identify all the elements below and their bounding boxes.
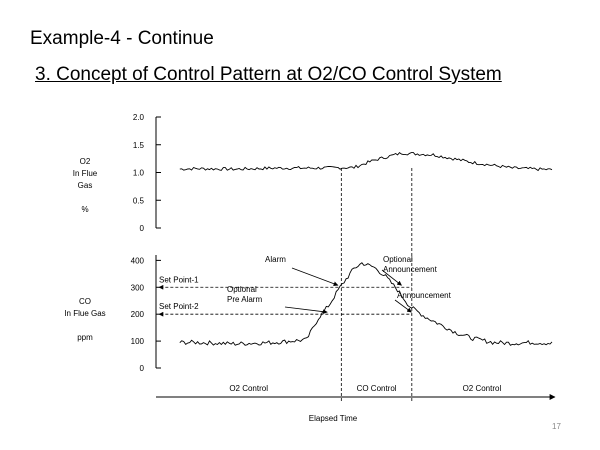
annotation-label-4: Announcement (397, 291, 452, 300)
slide-header: Example-4 - Continue (30, 28, 214, 49)
x-axis-label: Elapsed Time (309, 414, 358, 423)
co-y-tick-label: 400 (131, 256, 145, 265)
annotation-arrow-4 (394, 299, 412, 313)
control-segment-label-3: O2 Control (463, 384, 502, 393)
o2-y-tick-label: 1.5 (133, 141, 145, 150)
o2-y-tick-label: 1.0 (133, 169, 145, 178)
page-number: 17 (552, 422, 561, 431)
co-y-axis-label: CO In Flue Gas ppm (64, 297, 105, 342)
co-y-tick-label: 0 (140, 364, 145, 373)
co-y-tick-label: 100 (131, 337, 145, 346)
co-y-tick-label: 200 (131, 310, 145, 319)
setpoint-label-2: Set Point-2 (159, 302, 199, 311)
annotation-arrow-1 (291, 267, 339, 287)
o2-series-line (179, 151, 553, 172)
annotation-arrow-3 (381, 269, 402, 286)
annotation-label-2: Optional Pre Alarm (227, 285, 262, 304)
setpoint-label-1: Set Point-1 (159, 275, 199, 284)
o2-y-tick-label: 0 (140, 224, 145, 233)
co-series-line (179, 262, 553, 346)
o2-y-tick-label: 0.5 (133, 196, 145, 205)
co-y-tick-label: 300 (131, 283, 145, 292)
control-segment-label-2: CO Control (357, 384, 397, 393)
annotation-arrow-2 (284, 306, 328, 315)
annotation-label-1: Alarm (265, 255, 286, 264)
slide-subtitle: 3. Concept of Control Pattern at O2/CO C… (35, 64, 502, 85)
o2-y-tick-label: 2.0 (133, 113, 145, 122)
annotation-label-3: Optional Announcement (383, 255, 438, 274)
control-segment-label-1: O2 Control (229, 384, 268, 393)
o2-y-axis-label: O2 In Flue Gas % (73, 157, 98, 214)
